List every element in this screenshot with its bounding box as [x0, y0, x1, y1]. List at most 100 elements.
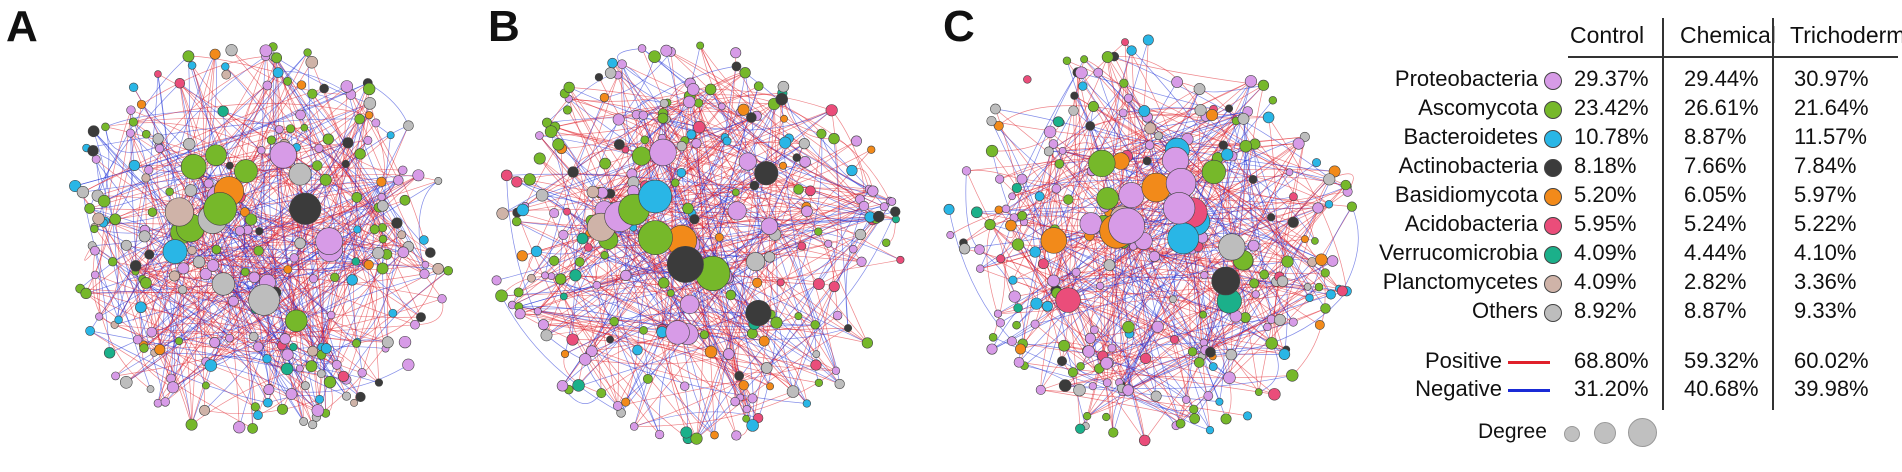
network-edge: [723, 205, 865, 277]
network-edge: [1101, 163, 1174, 300]
network-edge: [516, 212, 619, 407]
network-edge: [1090, 321, 1294, 346]
network-node: [421, 260, 430, 269]
taxon-label: Acidobacteria: [1404, 211, 1538, 236]
network-edge: [980, 120, 1237, 269]
network-edge: [1120, 160, 1330, 205]
network-node: [177, 262, 190, 275]
network-node: [1058, 146, 1067, 155]
network-node: [248, 284, 280, 316]
network-node: [1082, 345, 1095, 358]
network-node: [1151, 320, 1164, 333]
network-edge: [202, 54, 216, 343]
network-node: [1042, 300, 1053, 312]
legend-table: Control Chemical Trichoderma Proteobacte…: [1379, 0, 1902, 472]
network-edge: [1205, 308, 1326, 351]
network-edge: [563, 140, 857, 297]
taxon-value: 7.66%: [1684, 153, 1747, 178]
network-node: [397, 230, 407, 240]
network-node: [353, 225, 362, 234]
degree-small-circle: [1564, 426, 1580, 442]
network-node: [984, 218, 996, 231]
network-node: [794, 312, 803, 321]
network-edge: [321, 181, 382, 355]
network-edge: [126, 175, 419, 383]
network-edge: [572, 339, 837, 372]
network-node: [1100, 357, 1113, 370]
network-node: [279, 333, 291, 345]
header-rule: [1568, 56, 1898, 58]
network-edge: [137, 251, 176, 340]
network-node: [491, 275, 502, 286]
network-node: [1320, 303, 1331, 314]
network-node: [281, 348, 294, 361]
network-node: [1034, 191, 1045, 202]
network-node: [363, 259, 374, 270]
network-node: [1140, 352, 1152, 365]
network-edge: [1309, 206, 1353, 298]
network-edge: [149, 254, 327, 349]
network-node: [638, 179, 672, 214]
network-node: [1016, 173, 1028, 185]
network-edge: [1017, 244, 1145, 441]
network-node: [1013, 356, 1025, 368]
network-node: [283, 264, 293, 274]
network-node: [682, 202, 694, 215]
network-edge: [1086, 342, 1204, 417]
network-edge: [768, 169, 837, 371]
network-node: [275, 125, 284, 134]
network-edge: [1111, 242, 1124, 433]
network-node: [738, 380, 749, 391]
network-edge: [991, 171, 1290, 350]
network-node: [1208, 362, 1218, 372]
network-node: [192, 255, 206, 269]
network-node: [289, 342, 298, 352]
network-edge: [1017, 244, 1209, 397]
network-node: [365, 111, 374, 120]
taxon-value: 30.97%: [1794, 66, 1869, 91]
network-node: [295, 109, 306, 121]
network-node: [342, 137, 354, 149]
network-node: [693, 120, 706, 134]
network-edge: [1087, 240, 1144, 352]
network-node: [351, 192, 363, 203]
network-node: [572, 379, 585, 392]
network-node: [1057, 356, 1067, 367]
network-node: [1040, 227, 1067, 254]
network-edge: [596, 227, 636, 286]
network-node: [209, 336, 221, 348]
network-node: [1075, 66, 1088, 80]
network-edge: [563, 353, 602, 394]
taxon-value: 8.92%: [1574, 298, 1637, 323]
network-node: [812, 350, 821, 358]
network-edge: [92, 250, 115, 326]
network-node: [1075, 423, 1086, 434]
network-node: [1079, 212, 1103, 235]
taxon-value: 9.33%: [1794, 298, 1857, 323]
network-node: [734, 371, 745, 381]
network-edge: [989, 224, 1195, 419]
network-node: [432, 262, 445, 275]
panel-letter-a: A: [6, 2, 38, 51]
network-edge: [734, 185, 755, 402]
network-node: [1142, 34, 1154, 46]
network-node: [985, 144, 999, 158]
network-edge: [617, 74, 871, 218]
network-edge: [575, 274, 816, 326]
network-node: [742, 404, 751, 414]
network-node: [779, 161, 788, 170]
network-node: [1088, 149, 1116, 178]
network-edge: [618, 66, 737, 120]
network-node: [144, 249, 155, 260]
network-node: [946, 231, 955, 239]
network-node: [1108, 207, 1145, 245]
network-node: [314, 143, 324, 153]
network-node: [727, 201, 747, 221]
taxon-value: 6.05%: [1684, 182, 1747, 207]
network-node: [754, 161, 779, 186]
network-node: [612, 401, 623, 411]
network-node: [594, 73, 604, 82]
taxon-label: Verrucomicrobia: [1379, 240, 1538, 265]
network-node: [547, 272, 556, 281]
network-edge: [1122, 272, 1326, 392]
